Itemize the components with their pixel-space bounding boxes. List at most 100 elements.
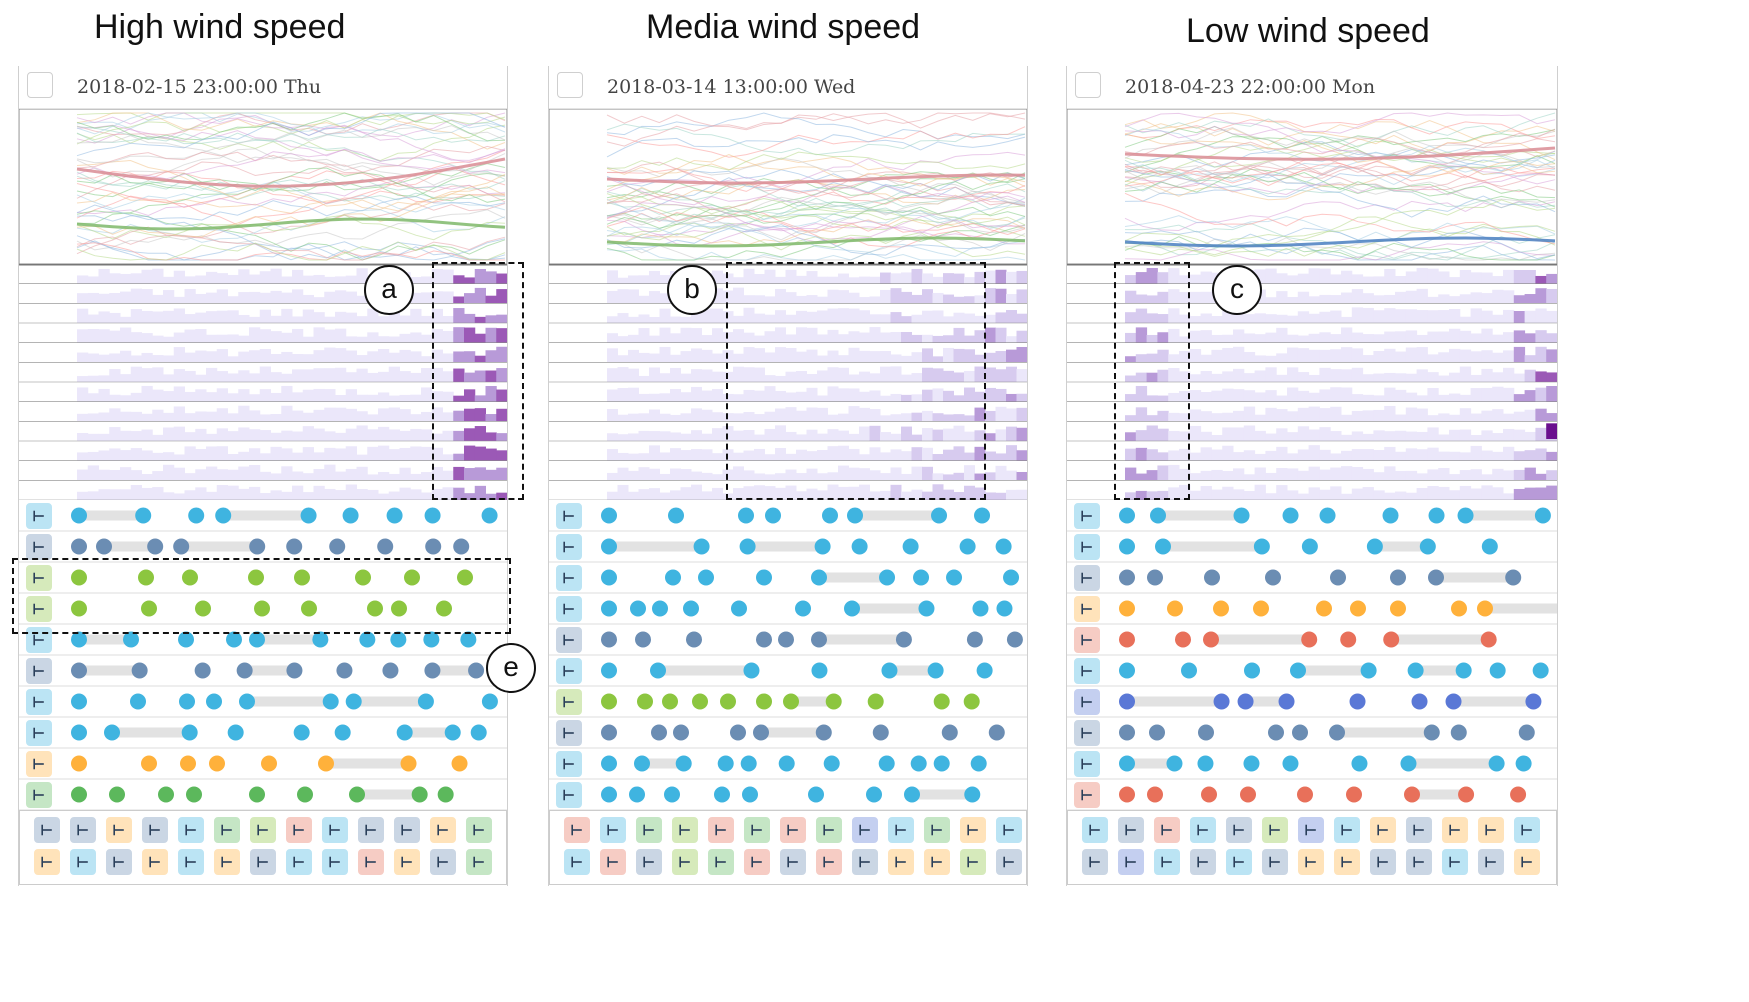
- legend-icon: [214, 817, 240, 843]
- heatmap-cell: [1513, 310, 1526, 323]
- heatmap-cell: [1254, 313, 1266, 323]
- heatmap-cell: [1233, 389, 1245, 402]
- heatmap-cell: [1308, 429, 1320, 441]
- legend-icon: [1190, 849, 1216, 875]
- heatmap-cell: [880, 332, 891, 343]
- heatmap-cell: [859, 468, 870, 481]
- heatmap-cell: [806, 468, 818, 481]
- heatmap-cell: [817, 334, 828, 343]
- heatmap-cell: [869, 276, 881, 284]
- heatmap-cell: [775, 347, 786, 363]
- heatmap-cell: [281, 385, 293, 402]
- event-duration-bar: [104, 541, 156, 552]
- panel-header: 2018-03-14 13:00:00 Wed: [549, 66, 1027, 109]
- heatmap-cell: [890, 393, 902, 402]
- heatmap-cell: [901, 491, 912, 500]
- heatmap-cell: [1125, 432, 1137, 441]
- event-duration-bar: [819, 572, 888, 583]
- heatmap-cell: [1351, 367, 1364, 382]
- heatmap-cell: [356, 466, 368, 481]
- event-dot: [634, 755, 650, 772]
- select-checkbox[interactable]: [27, 72, 53, 98]
- legend-icon: [1082, 817, 1108, 843]
- heatmap-cell: [1157, 332, 1169, 343]
- heatmap-cell: [120, 316, 132, 323]
- heatmap-cell: [1513, 451, 1526, 461]
- heatmap-cell: [680, 316, 692, 323]
- legend-icon: [358, 849, 384, 875]
- heatmap-cell: [691, 408, 702, 422]
- heatmap-cell: [1416, 488, 1428, 500]
- event-dot: [1119, 507, 1135, 524]
- heatmap-cell: [141, 289, 153, 304]
- select-checkbox[interactable]: [1075, 72, 1101, 98]
- heatmap-cell: [1135, 372, 1148, 382]
- callout-e: e: [486, 643, 536, 693]
- series-line: [606, 112, 1026, 130]
- legend-icon: [106, 849, 132, 875]
- heatmap-cell: [901, 394, 912, 402]
- legend-icon: [744, 817, 770, 843]
- heatmap-cell: [1200, 291, 1212, 304]
- heatmap-cell: [1125, 275, 1137, 284]
- heatmap-cell: [1189, 274, 1202, 284]
- heatmap-cell: [130, 309, 142, 323]
- heatmap-cell: [1016, 393, 1027, 402]
- heatmap-cell: [1362, 293, 1374, 304]
- timestamp: 2018-03-14 13:00:00 Wed: [607, 76, 856, 98]
- heatmap-cell: [1546, 372, 1557, 382]
- heatmap-cell: [1524, 355, 1536, 363]
- event-dot: [1481, 538, 1498, 555]
- heatmap-cell: [399, 409, 411, 422]
- heatmap-cell: [195, 312, 207, 323]
- series-line: [1124, 112, 1556, 139]
- heatmap-cell: [1535, 387, 1547, 402]
- heatmap-cell: [120, 273, 132, 284]
- heatmap-cell: [259, 414, 271, 422]
- heatmap-cell: [974, 354, 986, 363]
- heatmap-cell: [1157, 490, 1169, 500]
- heatmap-cell: [1276, 374, 1288, 382]
- heatmap-cell: [313, 368, 325, 382]
- event-dot: [1423, 724, 1440, 741]
- event-dot: [601, 600, 617, 617]
- heatmap-cell: [670, 414, 681, 422]
- legend-icon: [1478, 817, 1504, 843]
- heatmap-cell: [848, 331, 860, 343]
- heatmap-cell: [1546, 470, 1557, 481]
- heatmap-cell: [901, 426, 912, 441]
- event-dot: [1175, 631, 1191, 648]
- heatmap-cell: [1330, 369, 1342, 382]
- heatmap-cell: [1211, 489, 1223, 500]
- heatmap-cell: [1416, 288, 1428, 304]
- heatmap-cell: [195, 275, 207, 284]
- heatmap-cell: [410, 308, 422, 323]
- heatmap-matrix: [549, 264, 1027, 500]
- heatmap-cell: [141, 310, 153, 323]
- heatmap-cell: [817, 490, 828, 500]
- heatmap-cell: [680, 413, 692, 422]
- heatmap-cell: [259, 430, 271, 441]
- event-type-legend: [549, 810, 1027, 885]
- heatmap-cell: [943, 390, 954, 402]
- heatmap-cell: [184, 288, 196, 304]
- select-checkbox[interactable]: [557, 72, 583, 98]
- heatmap-cell: [911, 314, 923, 323]
- event-dot: [778, 755, 795, 772]
- legend-icon: [780, 817, 806, 843]
- series-line: [1124, 128, 1556, 156]
- heatmap-cell: [130, 448, 142, 461]
- heatmap-cell: [388, 352, 400, 363]
- heatmap-cell: [659, 452, 671, 461]
- heatmap-cell: [1535, 448, 1547, 461]
- heatmap-cell: [1427, 469, 1439, 481]
- heatmap-cell: [1362, 334, 1374, 343]
- heatmap-cell: [453, 487, 465, 500]
- heatmap-cell: [659, 346, 671, 363]
- heatmap-cell: [302, 389, 314, 402]
- heatmap-cell: [901, 291, 912, 304]
- heatmap-cell: [249, 448, 261, 461]
- heatmap-cell: [691, 449, 702, 461]
- series-line: [76, 112, 506, 125]
- event-type-legend: [1067, 810, 1557, 885]
